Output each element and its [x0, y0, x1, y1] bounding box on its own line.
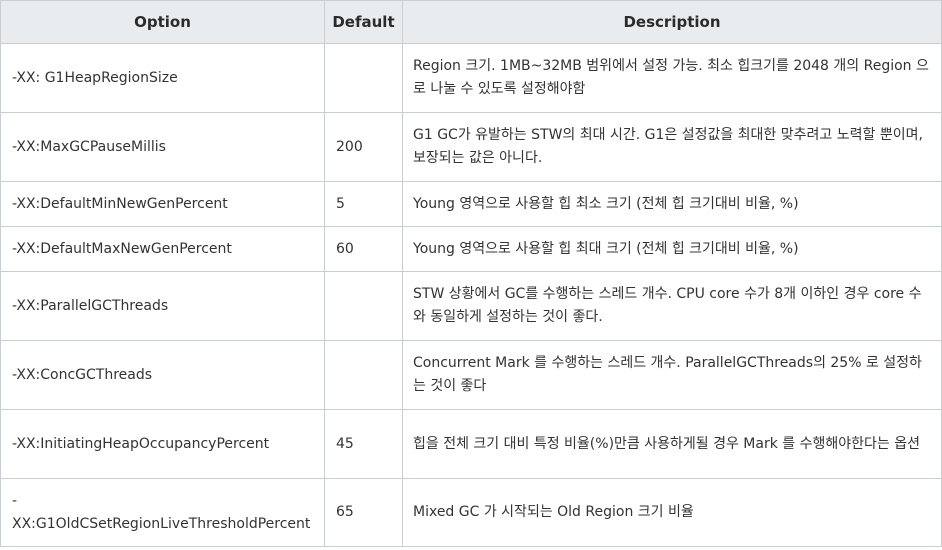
- description-cell: G1 GC가 유발하는 STW의 최대 시간. G1은 설정값을 최대한 맞추려…: [402, 112, 942, 182]
- table-row: -XX:DefaultMinNewGenPercent 5 Young 영역으로…: [0, 181, 942, 227]
- table-row: -XX:ConcGCThreads Concurrent Mark 를 수행하는…: [0, 340, 942, 410]
- default-cell: 5: [324, 181, 403, 227]
- column-header-option: Option: [0, 0, 325, 44]
- table-header: Option Default Description: [0, 0, 942, 44]
- default-cell: 200: [324, 112, 403, 182]
- option-cell: -XX:G1OldCSetRegionLiveThresholdPercent: [0, 478, 325, 547]
- default-cell: 60: [324, 226, 403, 272]
- table-row: -XX: G1HeapRegionSize Region 크기. 1MB~32M…: [0, 43, 942, 113]
- table-row: -XX:MaxGCPauseMillis 200 G1 GC가 유발하는 STW…: [0, 112, 942, 182]
- description-cell: Mixed GC 가 시작되는 Old Region 크기 비율: [402, 478, 942, 547]
- table-row: -XX:G1OldCSetRegionLiveThresholdPercent …: [0, 478, 942, 547]
- default-cell: [324, 340, 403, 410]
- default-cell: [324, 271, 403, 341]
- table-row: -XX:InitiatingHeapOccupancyPercent 45 힙을…: [0, 409, 942, 479]
- option-cell: -XX:InitiatingHeapOccupancyPercent: [0, 409, 325, 479]
- default-cell: 65: [324, 478, 403, 547]
- option-cell: -XX:DefaultMinNewGenPercent: [0, 181, 325, 227]
- option-cell: -XX:MaxGCPauseMillis: [0, 112, 325, 182]
- table-body: -XX: G1HeapRegionSize Region 크기. 1MB~32M…: [0, 43, 942, 547]
- header-row: Option Default Description: [0, 0, 942, 44]
- column-header-default: Default: [324, 0, 403, 44]
- description-cell: Young 영역으로 사용할 힙 최대 크기 (전체 힙 크기대비 비율, %): [402, 226, 942, 272]
- description-cell: Young 영역으로 사용할 힙 최소 크기 (전체 힙 크기대비 비율, %): [402, 181, 942, 227]
- option-cell: -XX: G1HeapRegionSize: [0, 43, 325, 113]
- default-cell: [324, 43, 403, 113]
- default-cell: 45: [324, 409, 403, 479]
- column-header-description: Description: [402, 0, 942, 44]
- option-cell: -XX:DefaultMaxNewGenPercent: [0, 226, 325, 272]
- description-cell: Concurrent Mark 를 수행하는 스레드 개수. ParallelG…: [402, 340, 942, 410]
- table-row: -XX:ParallelGCThreads STW 상황에서 GC를 수행하는 …: [0, 271, 942, 341]
- option-cell: -XX:ConcGCThreads: [0, 340, 325, 410]
- description-cell: Region 크기. 1MB~32MB 범위에서 설정 가능. 최소 힙크기를 …: [402, 43, 942, 113]
- description-cell: STW 상황에서 GC를 수행하는 스레드 개수. CPU core 수가 8개…: [402, 271, 942, 341]
- option-cell: -XX:ParallelGCThreads: [0, 271, 325, 341]
- description-cell: 힙을 전체 크기 대비 특정 비율(%)만큼 사용하게될 경우 Mark 를 수…: [402, 409, 942, 479]
- table-row: -XX:DefaultMaxNewGenPercent 60 Young 영역으…: [0, 226, 942, 272]
